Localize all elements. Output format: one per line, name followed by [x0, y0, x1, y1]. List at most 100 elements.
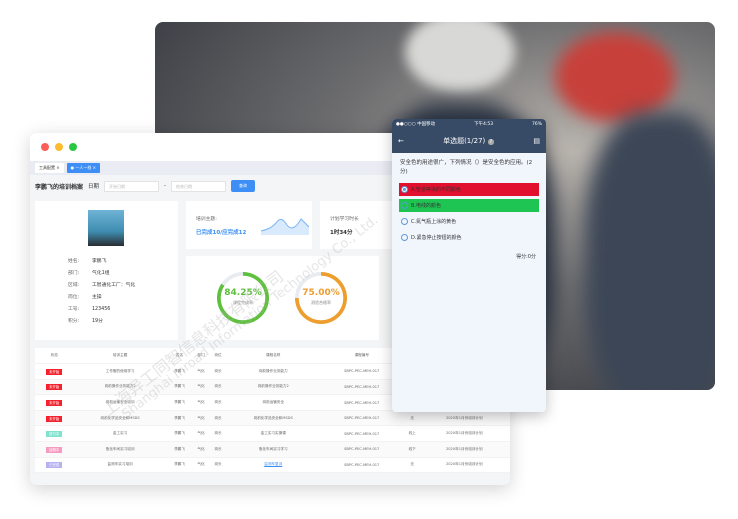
- plan-value: 1时34分: [330, 230, 353, 236]
- profile-info: 姓名: 李鹏飞 部门: 气化1组 区域: 工智通化工厂：气化 岗位: 主操 工号: 123456 积…: [68, 256, 135, 328]
- table-row[interactable]: 已完成 监测车实习培训 李鹏飞 气化 岗长 监测车复训 SBPC-PEC-MEH-017 无 2…: [35, 457, 510, 474]
- table-row[interactable]: 延期中 瓶化车间实习培训 李鹏飞 气化 岗长 瓶化车间实习学习 SBPC-PEC-MEH-0…: [35, 441, 510, 458]
- query-button[interactable]: 查询: [231, 180, 256, 192]
- table-cell: 李鹏飞: [166, 379, 193, 396]
- topic-label: 培训主题:: [196, 217, 217, 222]
- question-title: 单选题(1/27): [443, 137, 486, 145]
- table-cell: SBPC-PEC-MEH-017: [319, 410, 404, 427]
- table-cell: 岗前化学品安全和MSDS: [73, 410, 167, 427]
- table-cell: SBPC-PEC-MEH-017: [319, 441, 404, 458]
- radio-icon: [401, 234, 408, 241]
- ring-value: 75.00%: [302, 288, 340, 298]
- table-cell: 岗前运输安全: [226, 394, 320, 411]
- status-badge: 已完成: [46, 462, 63, 469]
- table-cell: 岗前化学品安全和MSDS: [226, 410, 320, 427]
- table-cell: 李鹏飞: [166, 457, 193, 474]
- clock: 下午4:53: [473, 122, 494, 127]
- table-cell: 无: [403, 457, 421, 474]
- battery: 76%: [531, 121, 542, 127]
- option-label: B.电线的颜色: [411, 203, 442, 209]
- table-cell: 气化: [192, 363, 210, 380]
- tab-label: 工具配置: [39, 165, 55, 170]
- radio-icon: [401, 218, 408, 225]
- table-cell: SBPC-PEC-MEH-017: [319, 425, 404, 443]
- status-badge: 未开始: [46, 400, 63, 407]
- table-cell: 岗长: [209, 379, 227, 396]
- score-text: 得分:0分: [516, 254, 536, 260]
- option-label: C.氮气瓶上涂的黄色: [411, 219, 457, 225]
- answer-option[interactable]: B.电线的颜色: [399, 199, 539, 212]
- carrier: ●●○○○ 中国移动: [396, 122, 436, 127]
- ring-value: 84.25%: [224, 288, 262, 298]
- rates-card: 84.25% 课程完成率 75.00% 测验合格率: [186, 256, 379, 340]
- table-cell: 气化: [192, 394, 210, 411]
- minimize-dot[interactable]: [55, 143, 63, 151]
- profile-field: 区域: 工智通化工厂：气化: [68, 280, 135, 292]
- close-dot[interactable]: [41, 143, 49, 151]
- table-cell: SBPC-PEC-MEH-017: [319, 379, 404, 396]
- question-text: 安全色的用途很广，下列情况（）是安全色的应用。(2分): [400, 160, 533, 175]
- table-cell: 李鹏飞: [166, 425, 193, 443]
- tab-bar: 工具配置 × ● 一人一档 ×: [30, 161, 510, 175]
- table-cell: 2020年1月份培训计划: [420, 410, 508, 427]
- table-cell: 需培: [507, 410, 510, 427]
- option-label: D.紧急停止按钮的颜色: [411, 235, 462, 241]
- field-key: 部门:: [68, 271, 80, 276]
- table-cell: 线上: [403, 425, 421, 443]
- table-cell: 岗前操作业务能力: [226, 363, 320, 380]
- plan-label: 计划学习时长: [330, 217, 359, 222]
- table-cell: 2020年1月份培训计划: [420, 425, 508, 443]
- field-key: 岗位:: [68, 295, 80, 300]
- tab-profile[interactable]: ● 一人一档 ×: [66, 163, 101, 173]
- profile-field: 工号: 123456: [68, 304, 135, 316]
- course-completion-ring: 84.25% 课程完成率: [217, 272, 269, 324]
- answer-option[interactable]: C.氮气瓶上涂的黄色: [399, 215, 539, 228]
- table-row[interactable]: 进行中 金工实习 李鹏飞 气化 岗长 金工实习实操课 SBPC-PEC-MEH-017 线上 2…: [35, 425, 510, 443]
- table-cell: 气化: [192, 457, 210, 474]
- back-arrow-icon[interactable]: ←: [398, 137, 404, 145]
- help-icon[interactable]: ?: [487, 139, 495, 145]
- status-bar: ●●○○○ 中国移动 下午4:53 76%: [392, 119, 546, 129]
- date-separator: -: [164, 183, 167, 189]
- table-cell: 岗长: [209, 457, 227, 474]
- profile-field: 岗位: 主操: [68, 292, 135, 304]
- status-badge: 进行中: [46, 431, 63, 438]
- table-cell: 金工实习: [73, 425, 167, 443]
- filter-bar: 李鹏飞的培训档案 日期 开始日期 - 结束日期 查询: [30, 175, 510, 197]
- page-title: 李鹏飞的培训档案: [35, 183, 84, 191]
- status-badge: 未开始: [46, 384, 63, 391]
- field-value: 19分: [92, 319, 103, 324]
- table-cell: 工作服的使用学习: [73, 363, 167, 380]
- table-cell: 需培: [507, 457, 510, 474]
- tab-tool-config[interactable]: 工具配置 ×: [35, 163, 64, 173]
- table-cell: 瓶化车间实习学习: [226, 441, 320, 458]
- field-key: 工号:: [68, 307, 80, 312]
- column-header: 课程编号: [319, 348, 404, 365]
- answer-card-icon[interactable]: ▤: [533, 137, 540, 145]
- end-date-input[interactable]: 结束日期: [171, 180, 227, 192]
- table-cell: 气化: [192, 441, 210, 458]
- table-cell: 无: [403, 410, 421, 427]
- field-value: 李鹏飞: [92, 259, 107, 264]
- answer-option[interactable]: A.管道等涂的不同颜色: [399, 183, 539, 196]
- test-pass-ring: 75.00% 测验合格率: [295, 272, 347, 324]
- status-badge: 未开始: [46, 368, 63, 375]
- nav-bar: ← 单选题(1/27) ? ▤: [392, 129, 546, 153]
- column-header: 姓名: [166, 348, 193, 365]
- field-value: 123456: [92, 307, 111, 312]
- table-cell: 瓶化车间实习培训: [73, 441, 167, 458]
- answer-option[interactable]: D.紧急停止按钮的颜色: [399, 231, 539, 244]
- maximize-dot[interactable]: [69, 143, 77, 151]
- start-date-input[interactable]: 开始日期: [104, 180, 160, 192]
- avatar: [88, 210, 124, 246]
- table-row[interactable]: 未开始 岗前化学品安全和MSDS 李鹏飞 气化 岗长 岗前化学品安全和MSDS SBPC-P…: [35, 410, 510, 427]
- table-cell: 气化: [192, 379, 210, 396]
- ring-label: 测验合格率: [311, 300, 331, 305]
- status-badge: 未开始: [46, 415, 63, 422]
- table-cell: 李鹏飞: [166, 410, 193, 427]
- table-cell: 2020年1月份培训计划: [420, 441, 508, 458]
- table-cell: 监测车复训: [226, 457, 320, 474]
- date-label: 日期: [88, 184, 100, 190]
- table-cell: 岗长: [209, 425, 227, 443]
- table-cell: 岗长: [209, 363, 227, 380]
